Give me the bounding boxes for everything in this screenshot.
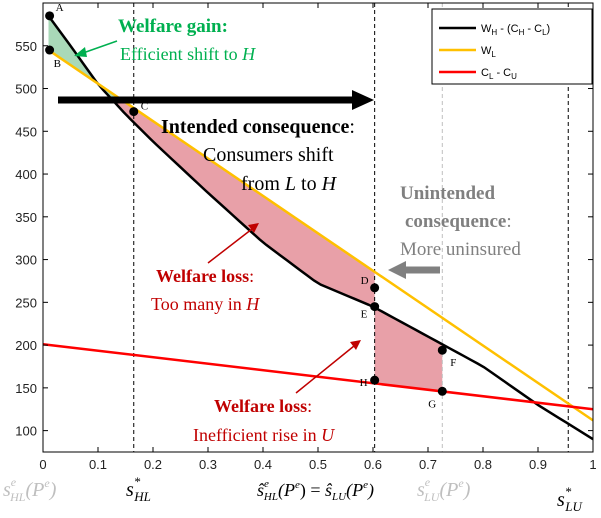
unintended-annotation: Unintended consequence: More uninsured: [400, 183, 521, 260]
loss1-title: Welfare loss:: [156, 266, 254, 286]
point-label-H: H: [360, 377, 368, 389]
x-tick-label-3: 0.3: [199, 457, 217, 472]
intended-title: Intended consequence:: [161, 116, 355, 138]
point-B: [45, 45, 55, 55]
point-G: [437, 386, 447, 396]
unintended-line2: consequence:: [405, 211, 512, 232]
point-D: [370, 283, 380, 293]
x-tick-label-4: 0.4: [254, 457, 272, 472]
point-label-A: A: [56, 2, 64, 14]
point-label-G: G: [428, 398, 436, 410]
x-tick-label-1: 0.1: [89, 457, 107, 472]
legend: WH - (CH - CL) WL CL - CU: [431, 8, 593, 85]
point-label-E: E: [361, 309, 368, 321]
label-shat: ŝe HL(Pe) = ŝLU(Pe): [257, 478, 374, 503]
y-tick-label-6: 400: [15, 167, 37, 182]
point-label-B: B: [54, 58, 61, 70]
point-layer: A B C D E F G H: [45, 2, 456, 410]
legend-label-wh: WH - (CH - CL): [481, 23, 550, 37]
y-tick-label-9: 550: [15, 39, 37, 54]
x-tick-label-2: 0.2: [144, 457, 162, 472]
series-line-0: [47, 15, 594, 441]
label-s-lu-star: s* LU: [557, 484, 584, 514]
fill-layer: [48, 15, 443, 392]
loss1-arrow-head: [248, 223, 259, 233]
welfare-loss2-annotation: Welfare loss: Inefficient rise in U: [193, 396, 335, 445]
y-tick-label-8: 500: [15, 82, 37, 97]
intended-annotation: Intended consequence: Consumers shift fr…: [161, 116, 355, 195]
gain-body: Efficient shift to H: [120, 44, 256, 64]
x-tick-label-7: 0.7: [419, 457, 437, 472]
point-label-C: C: [141, 101, 148, 113]
x-tick-label-8: 0.8: [474, 457, 492, 472]
gain-arrow-head: [74, 47, 87, 57]
intended-arrow-head: [352, 90, 374, 110]
y-tick-label-1: 150: [15, 381, 37, 396]
y-tick-label-4: 300: [15, 253, 37, 268]
loss1-body: Too many in H: [151, 294, 260, 314]
legend-label-clcu: CL - CU: [481, 67, 517, 81]
unintended-line3: More uninsured: [400, 239, 521, 260]
welfare-loss1-annotation: Welfare loss: Too many in H: [151, 266, 260, 314]
unintended-line1: Unintended: [400, 183, 495, 204]
bottom-labels: se HL(Pe) s* HL ŝe HL(Pe) = ŝLU(Pe) se LU(Pe…: [3, 474, 584, 514]
loss1-arrow-shaft: [207, 228, 253, 264]
y-tick-label-3: 250: [15, 295, 37, 310]
label-s-hl-e: se HL(Pe): [3, 475, 57, 504]
y-axis-ticks: 100 150 200 250 300 350 400 450 500 550: [15, 39, 593, 439]
point-label-D: D: [361, 275, 369, 287]
point-H: [370, 375, 380, 385]
x-tick-label-0: 0: [39, 457, 46, 472]
point-E: [370, 302, 380, 312]
unintended-arrow-head: [388, 261, 406, 279]
y-tick-label-7: 450: [15, 124, 37, 139]
legend-box: [431, 8, 593, 85]
gain-arrow-shaft: [82, 40, 118, 54]
loss2-arrow-head: [350, 340, 361, 350]
loss2-body: Inefficient rise in U: [193, 425, 335, 445]
x-tick-label-9: 0.9: [529, 457, 547, 472]
y-tick-label-2: 200: [15, 338, 37, 353]
legend-label-wl: WL: [481, 45, 496, 59]
point-label-F: F: [450, 357, 456, 369]
x-tick-label-10: 1: [589, 457, 596, 472]
label-s-lu-e: se LU(Pe): [417, 475, 471, 504]
series-line-1: [47, 49, 594, 422]
point-A: [45, 11, 55, 21]
series-layer: [42, 15, 594, 441]
series-line-2: [42, 342, 594, 411]
arrow-layer: [58, 40, 440, 394]
welfare-loss-u-area: [374, 307, 443, 392]
loss2-arrow-shaft: [295, 345, 355, 394]
intended-line3: from L to H: [241, 173, 338, 195]
loss2-title: Welfare loss:: [214, 396, 312, 416]
welfare-gain-annotation: Welfare gain: Efficient shift to H: [118, 16, 256, 64]
x-tick-label-6: 0.6: [364, 457, 382, 472]
welfare-loss-h-area: [117, 96, 375, 308]
x-tick-label-5: 0.5: [309, 457, 327, 472]
gain-title: Welfare gain:: [118, 16, 228, 37]
y-tick-label-5: 350: [15, 210, 37, 225]
label-s-hl-star: s* HL: [126, 474, 151, 504]
point-F: [437, 345, 447, 355]
y-tick-label-0: 100: [15, 424, 37, 439]
intended-line2: Consumers shift: [203, 144, 334, 166]
point-C: [129, 107, 139, 117]
x-axis-ticks: 0 0.1 0.2 0.3 0.4 0.5 0.6 0.7 0.8 0.9 1: [39, 3, 597, 472]
